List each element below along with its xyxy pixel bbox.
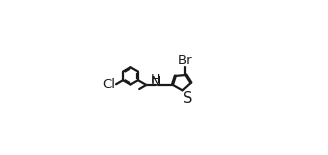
Text: Br: Br [178,54,193,67]
Text: Cl: Cl [103,78,116,91]
Text: N: N [151,75,161,89]
Text: H: H [151,73,160,86]
Text: S: S [183,91,193,106]
